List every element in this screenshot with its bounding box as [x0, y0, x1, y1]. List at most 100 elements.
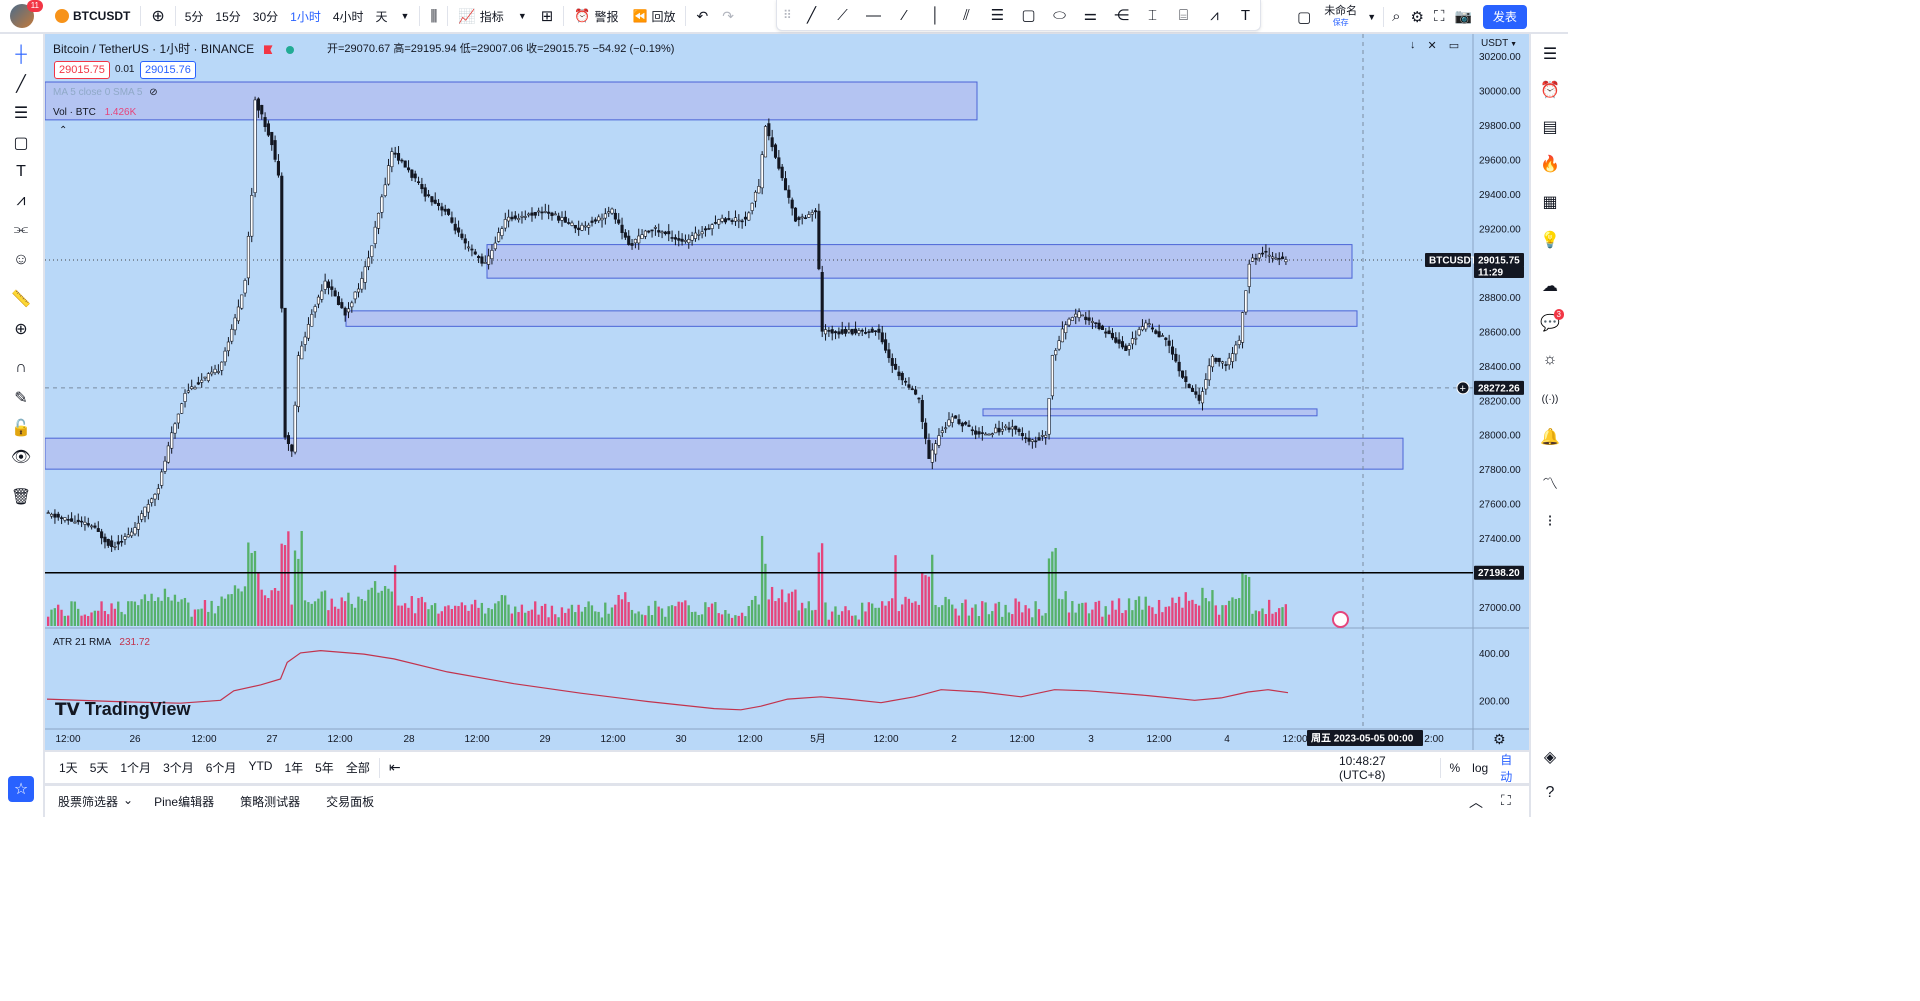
right-tool-0[interactable]: ☰	[1536, 40, 1564, 68]
draw-tool-4[interactable]: │	[921, 1, 950, 29]
supply-demand-zone[interactable]	[45, 437, 1404, 470]
right-tool-10[interactable]: 🔔	[1536, 423, 1564, 451]
right-tool-4[interactable]: ▦	[1536, 188, 1564, 216]
panel-tab-2[interactable]: 策略测试器	[240, 795, 301, 809]
currency-selector[interactable]: USDT ▼	[1481, 38, 1517, 49]
timeframe-3[interactable]: 1小时	[290, 9, 321, 24]
left-tool-11[interactable]: ✎	[7, 385, 35, 411]
right-tool-1[interactable]: ⏰	[1536, 76, 1564, 104]
timeframe-4[interactable]: 4小时	[332, 9, 364, 24]
log-toggle[interactable]: log	[1472, 761, 1489, 775]
left-tool-8[interactable]: 📏	[7, 286, 35, 312]
supply-demand-zone[interactable]	[45, 81, 978, 121]
layout-button[interactable]: ⊞	[534, 0, 561, 33]
favorites-button[interactable]: ☆	[8, 776, 34, 802]
left-tool-0[interactable]: ┼	[7, 42, 35, 68]
panel-tab-3[interactable]: 交易面板	[326, 795, 375, 809]
left-tool-1[interactable]: ╱	[7, 71, 35, 97]
maximize-panel-button[interactable]: ⛶	[1501, 792, 1511, 809]
timeframe-dropdown[interactable]: ▼	[394, 0, 417, 33]
sell-price-box[interactable]: 29015.75	[54, 61, 110, 79]
chart-canvas[interactable]: 30200.0030000.0029800.0029600.0029400.00…	[45, 34, 1529, 750]
draw-tool-8[interactable]: ⬭	[1045, 1, 1074, 29]
collapse-legend-button[interactable]: ⌃	[59, 125, 67, 136]
alert-button[interactable]: ⏰ 警报	[567, 0, 625, 33]
supply-demand-zone[interactable]	[486, 244, 1353, 279]
left-tool-7[interactable]: ☺	[7, 247, 35, 273]
fullscreen-layout-button[interactable]: ▢	[1290, 0, 1318, 33]
range-4[interactable]: 6个月	[205, 761, 237, 775]
goto-date-button[interactable]: ⇤	[383, 759, 407, 776]
supply-demand-zone[interactable]	[982, 408, 1318, 417]
left-tool-5[interactable]: ⩘	[7, 188, 35, 214]
right-tool-6[interactable]: ☁	[1536, 272, 1564, 300]
supply-demand-zone[interactable]	[345, 310, 1358, 327]
left-tool-2[interactable]: ☰	[7, 100, 35, 126]
range-6[interactable]: 1年	[284, 761, 304, 775]
symbol-search-button[interactable]: BTCUSDT	[48, 0, 137, 33]
close-icon[interactable]: ✕	[1427, 40, 1437, 52]
range-0[interactable]: 1天	[59, 761, 78, 775]
replay-button[interactable]: ⏪ 回放	[626, 0, 683, 33]
draw-tool-13[interactable]: ⩘	[1200, 1, 1229, 29]
chart-settings-button[interactable]: ⚙	[1493, 731, 1506, 748]
draw-tool-6[interactable]: ☰	[983, 1, 1012, 29]
volume-legend[interactable]: Vol · BTC 1.426K	[53, 107, 136, 118]
draw-tool-3[interactable]: ⁄	[890, 1, 919, 29]
timeframe-0[interactable]: 5分	[184, 9, 204, 24]
maximize-icon[interactable]: ▭	[1448, 40, 1460, 52]
left-tool-3[interactable]: ▢	[7, 130, 35, 156]
range-1[interactable]: 5天	[89, 761, 109, 775]
draw-tool-14[interactable]: T	[1231, 1, 1260, 29]
draw-tool-1[interactable]: ⟋	[828, 1, 857, 29]
plus-circle-icon[interactable]	[1456, 381, 1470, 395]
timeframe-5[interactable]: 天	[375, 9, 388, 24]
right-tool-7[interactable]: 💬 3	[1536, 309, 1564, 337]
right-tool-2[interactable]: ▤	[1536, 113, 1564, 141]
clock-label[interactable]: 10:48:27 (UTC+8)	[1339, 754, 1386, 782]
fullscreen-button[interactable]: ⛶	[1429, 0, 1450, 33]
right-tool-3[interactable]: 🔥	[1536, 150, 1564, 178]
eye-hidden-icon[interactable]: ⊘	[149, 87, 158, 98]
collapse-panel-button[interactable]: ︿	[1469, 792, 1483, 812]
right-tool-8[interactable]: ☼	[1536, 346, 1564, 374]
right-tool-11[interactable]: 〽	[1536, 468, 1564, 496]
buy-price-box[interactable]: 29015.76	[140, 61, 196, 79]
undo-button[interactable]: ↶	[689, 0, 715, 33]
compare-button[interactable]: ⊕	[144, 0, 171, 33]
right-tool-12[interactable]: ⁝	[1536, 507, 1564, 535]
panel-tab-1[interactable]: Pine编辑器	[154, 795, 215, 809]
symbol-legend[interactable]: Bitcoin / TetherUS · 1小时 · BINANCE	[53, 40, 294, 57]
left-tool-13[interactable]: 👁	[7, 444, 35, 470]
right-tool-14[interactable]: ?	[1536, 779, 1564, 807]
publish-button[interactable]: 发表	[1482, 4, 1527, 29]
draw-tool-7[interactable]: ▢	[1014, 1, 1043, 29]
range-2[interactable]: 1个月	[120, 761, 152, 775]
search-button[interactable]: ⌕	[1387, 0, 1405, 33]
avatar[interactable]: 11	[10, 0, 43, 28]
range-5[interactable]: YTD	[248, 759, 273, 773]
draw-tool-2[interactable]: —	[859, 1, 888, 29]
right-tool-9[interactable]: ((·))	[1536, 385, 1564, 413]
panel-tab-0[interactable]: 股票筛选器	[58, 795, 119, 809]
chevron-down-icon[interactable]: ⌄	[123, 793, 134, 807]
draw-tool-5[interactable]: ⫽	[952, 1, 981, 29]
indicators-button[interactable]: 📈 指标 ▼	[451, 0, 533, 33]
ma-legend[interactable]: MA 5 close 0 SMA 5 ⊘	[53, 87, 158, 98]
left-tool-10[interactable]: ∩	[7, 355, 35, 381]
snapshot-button[interactable]: 📷	[1449, 0, 1476, 33]
draw-tool-12[interactable]: ⌸	[1169, 1, 1198, 29]
range-3[interactable]: 3个月	[163, 761, 194, 775]
auto-toggle[interactable]: 自动	[1500, 753, 1513, 784]
atr-legend[interactable]: ATR 21 RMA 231.72	[53, 637, 150, 648]
timeframe-1[interactable]: 15分	[215, 9, 241, 24]
left-tool-12[interactable]: 🔓	[7, 415, 35, 441]
left-tool-4[interactable]: T	[7, 159, 35, 185]
left-tool-9[interactable]: ⊕	[7, 316, 35, 342]
chart-type-button[interactable]: ⫼	[423, 0, 444, 33]
right-tool-13[interactable]: ◈	[1536, 743, 1564, 771]
layout-dropdown[interactable]: ▼	[1363, 0, 1380, 33]
right-tool-5[interactable]: 💡	[1536, 226, 1564, 254]
draw-tool-10[interactable]: ⋲	[1107, 1, 1136, 29]
settings-button[interactable]: ⚙	[1406, 0, 1429, 33]
